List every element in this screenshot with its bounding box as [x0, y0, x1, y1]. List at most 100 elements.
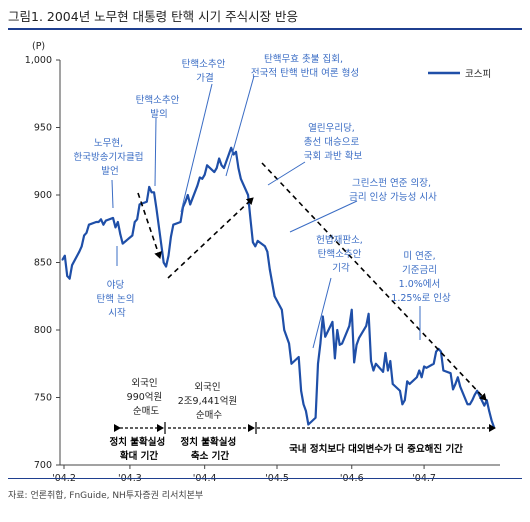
kospi-point	[280, 308, 283, 311]
kospi-point	[251, 241, 254, 244]
kospi-point	[331, 321, 334, 323]
pointer-5	[267, 161, 306, 186]
kospi-point	[133, 221, 136, 223]
y-tick-label: 750	[34, 393, 52, 404]
annotation-uri-party-majority: 열린우리당, 총선 대승으로 국회 과반 확보	[304, 123, 363, 162]
kospi-point	[466, 403, 469, 406]
kospi-point	[83, 234, 86, 237]
kospi-point	[104, 219, 107, 222]
kospi-point	[131, 234, 134, 237]
kospi-point	[102, 223, 105, 226]
kospi-point	[449, 372, 452, 375]
kospi-point	[256, 240, 259, 242]
kospi-point	[184, 200, 187, 203]
kospi-point	[88, 223, 90, 226]
kospi-point	[370, 360, 372, 362]
trend-arrow-1	[137, 192, 162, 259]
kospi-point	[442, 369, 445, 372]
kospi-point	[170, 235, 172, 238]
kospi-point	[71, 264, 73, 267]
kospi-point	[384, 352, 387, 354]
kospi-point	[399, 389, 401, 392]
kospi-point	[348, 325, 351, 327]
kospi-point	[418, 369, 421, 372]
pointer-7	[312, 277, 332, 349]
kospi-point	[391, 383, 394, 385]
kospi-point	[336, 329, 339, 331]
kospi-point	[85, 231, 88, 234]
kospi-point	[100, 218, 102, 221]
kospi-point	[302, 403, 305, 406]
kospi-point	[254, 245, 257, 248]
kospi-point	[456, 376, 459, 379]
kospi-point	[314, 416, 317, 419]
y-unit-label: (P)	[32, 41, 45, 52]
kospi-point	[223, 167, 225, 169]
bottom-rule	[8, 478, 522, 479]
kospi-point	[172, 223, 175, 226]
y-tick-label: 900	[34, 190, 52, 201]
kospi-point	[148, 186, 151, 188]
kospi-point	[165, 265, 167, 268]
kospi-point	[273, 295, 276, 298]
kospi-point	[490, 419, 493, 422]
pointer-1	[111, 179, 114, 209]
kospi-point	[476, 389, 479, 392]
kospi-point	[121, 242, 124, 245]
kospi-point	[136, 218, 139, 221]
annotation-greenspan: 그린스펀 연준 의장, 금리 인상 가능성 시사	[349, 178, 437, 203]
kospi-point	[307, 423, 310, 426]
kospi-point	[432, 362, 435, 365]
period-label-external: 국내 정치보다 대외변수가 더 중요해진 기간	[289, 443, 463, 455]
kospi-point	[389, 360, 392, 362]
kospi-point	[423, 365, 425, 368]
period-label-contraction: 정치 불확실성 축소 기간	[180, 436, 239, 462]
kospi-point	[189, 203, 192, 206]
kospi-point	[97, 221, 100, 223]
annotation-court-dismissal: 헌법재판소, 탄핵소추안 기각	[316, 235, 366, 274]
kospi-point	[247, 194, 249, 196]
kospi-point	[145, 200, 148, 203]
kospi-point	[249, 218, 252, 221]
kospi-point	[186, 194, 189, 196]
y-tick-label: 700	[34, 460, 52, 471]
annotation-foreign-net-sell: 외국인 990억원 순매도	[127, 377, 166, 417]
kospi-point	[358, 337, 360, 339]
y-tick-label: 950	[34, 123, 52, 134]
kospi-point	[382, 370, 384, 373]
kospi-point	[112, 217, 114, 219]
kospi-point	[401, 403, 404, 406]
kospi-point	[452, 388, 454, 391]
kospi-point	[232, 153, 235, 156]
figure-title: 그림1. 2004년 노무현 대통령 탄핵 시기 주식시장 반응	[8, 9, 299, 24]
kospi-point	[435, 350, 438, 353]
kospi-point	[230, 146, 233, 149]
kospi-point	[305, 410, 307, 412]
kospi-point	[78, 250, 81, 253]
annotation-impeachment-passed: 탄핵소추안 가결	[182, 58, 229, 84]
kospi-point	[341, 342, 343, 345]
kospi-point	[317, 362, 319, 365]
kospi-point	[321, 315, 324, 318]
kospi-point	[367, 312, 370, 315]
kospi-point	[355, 343, 358, 346]
pointer-2	[154, 117, 157, 187]
kospi-point	[114, 226, 117, 229]
kospi-point	[239, 177, 242, 180]
kospi-point	[483, 404, 486, 407]
title-rule	[8, 28, 522, 30]
kospi-point	[266, 250, 269, 253]
kospi-point	[408, 383, 411, 385]
annotation-foreign-net-buy: 외국인 2조9,441억원 순매수	[178, 381, 241, 421]
kospi-point	[196, 184, 199, 187]
kospi-point	[468, 403, 471, 406]
kospi-point	[300, 389, 303, 392]
y-tick-label: 1,000	[25, 55, 52, 66]
kospi-point	[264, 245, 266, 248]
y-ticks: 700 750 800 850 900 950 1,000	[25, 55, 60, 471]
kospi-point	[288, 342, 290, 345]
source-note: 자료: 언론취합, FnGuide, NH투자증권 리서치본부	[8, 491, 204, 501]
kospi-point	[297, 356, 300, 358]
kospi-point	[119, 233, 122, 236]
kospi-point	[420, 376, 423, 379]
